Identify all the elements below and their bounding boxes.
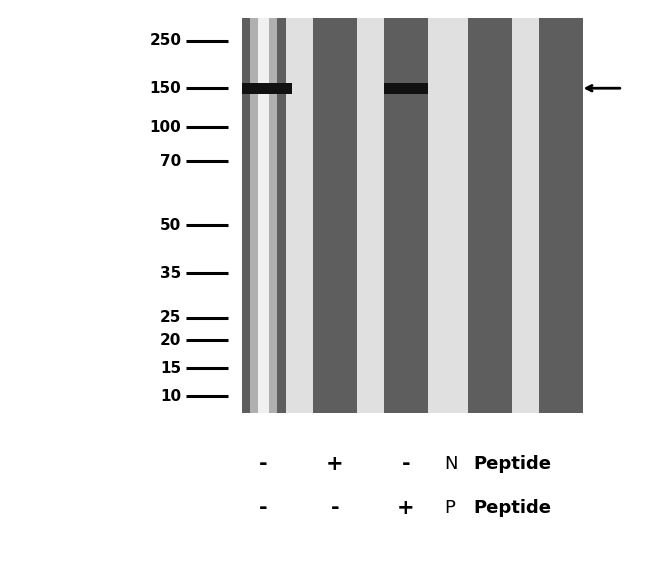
Bar xyxy=(313,18,357,413)
Bar xyxy=(242,18,285,413)
Text: 10: 10 xyxy=(160,389,181,404)
Text: 70: 70 xyxy=(160,154,181,168)
Text: 20: 20 xyxy=(160,333,181,348)
Text: Peptide: Peptide xyxy=(474,499,552,517)
Bar xyxy=(540,18,583,413)
Text: -: - xyxy=(259,498,268,519)
Text: 100: 100 xyxy=(150,120,181,135)
Bar xyxy=(258,18,269,413)
Text: -: - xyxy=(330,498,339,519)
Text: N: N xyxy=(445,454,464,472)
Bar xyxy=(250,18,277,413)
Bar xyxy=(242,83,285,94)
Bar xyxy=(384,83,428,94)
Text: 25: 25 xyxy=(160,310,181,325)
Text: 15: 15 xyxy=(160,361,181,376)
Bar xyxy=(242,18,583,413)
Bar xyxy=(242,83,292,94)
Text: 150: 150 xyxy=(150,81,181,96)
Bar xyxy=(384,18,428,413)
Text: 50: 50 xyxy=(160,218,181,233)
Text: -: - xyxy=(402,454,410,473)
Text: 35: 35 xyxy=(160,266,181,280)
Text: 250: 250 xyxy=(150,33,181,48)
Bar xyxy=(468,18,512,413)
Text: -: - xyxy=(259,454,268,473)
Text: Peptide: Peptide xyxy=(474,454,552,472)
Text: +: + xyxy=(326,454,343,473)
Text: +: + xyxy=(397,498,415,519)
Text: P: P xyxy=(445,499,461,517)
